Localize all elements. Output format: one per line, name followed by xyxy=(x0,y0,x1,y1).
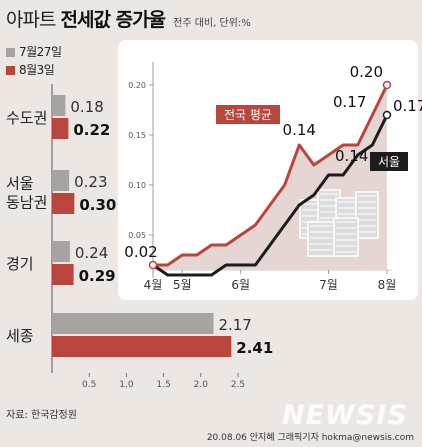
category-label-3-0: 세종 xyxy=(6,327,34,345)
legend-label-aug3: 8월3일 xyxy=(19,63,55,77)
title-light: 아파트 xyxy=(6,9,56,31)
bar-jul27-2 xyxy=(52,241,70,262)
legend-swatch-grey xyxy=(6,48,15,57)
bar-value-label-aug3-3: 2.41 xyxy=(236,339,273,357)
legend-label-jul27: 7월27일 xyxy=(19,45,62,59)
credit-line: 20.08.06 안지혜 그래픽기자 hokma@newsis.com xyxy=(206,433,414,443)
watermark-logo: NEWSIS xyxy=(282,400,408,431)
apartment-building-icon-5 xyxy=(333,217,359,257)
series-tag-national-label: 전국 평균 xyxy=(224,108,272,122)
line-y-tick-label-2: 0.15 xyxy=(128,131,146,140)
unit-note: 전주 대비, 단위:% xyxy=(173,18,251,29)
bar-aug3-0 xyxy=(52,118,69,139)
bar-value-label-jul27-1: 0.23 xyxy=(74,173,107,191)
category-label-2-0: 경기 xyxy=(6,255,34,273)
line-x-tick-label-0: 4월 xyxy=(144,278,163,292)
line-y-tick-label-3: 0.20 xyxy=(128,81,146,90)
bar-value-label-jul27-0: 0.18 xyxy=(70,98,103,116)
series-line-national xyxy=(153,84,389,267)
marker-national-end xyxy=(382,80,392,90)
value-annotation-5: 0.17 xyxy=(393,97,422,115)
marker-national-start xyxy=(148,260,158,270)
legend-item-jul27: 7월27일 xyxy=(6,43,62,60)
bar-x-tick-label-4: 2.5 xyxy=(231,380,245,390)
series-tag-seoul-label: 서울 xyxy=(378,155,400,169)
bar-aug3-1 xyxy=(52,193,75,214)
source-note: 자료: 한국감정원 xyxy=(6,410,77,421)
value-annotation-4: 0.14 xyxy=(335,147,368,165)
line-y-tick-label-0: 0.05 xyxy=(128,231,146,240)
bar-value-label-jul27-3: 2.17 xyxy=(218,316,251,334)
marker-seoul-end xyxy=(382,110,392,120)
category-label-1-1: 동남권 xyxy=(6,194,47,212)
bar-value-label-aug3-2: 0.29 xyxy=(79,267,116,285)
series-tag-national xyxy=(216,105,280,124)
apartment-building-icon-3 xyxy=(355,191,379,239)
line-x-tick-label-2: 6월 xyxy=(231,278,250,292)
apartment-building-icon-4 xyxy=(307,221,335,257)
category-label-1-0: 서울 xyxy=(6,175,34,193)
line-x-tick-label-3: 7월 xyxy=(319,278,338,292)
bar-value-label-jul27-2: 0.24 xyxy=(75,244,108,262)
bar-aug3-2 xyxy=(52,264,74,285)
bar-aug3-3 xyxy=(52,336,232,357)
line-y-tick-label-1: 0.10 xyxy=(128,181,146,190)
category-label-0-0: 수도권 xyxy=(6,109,47,127)
chart-title: 아파트 전세값 증가율 전주 대비, 단위:% xyxy=(6,5,251,32)
bar-jul27-3 xyxy=(52,313,214,334)
line-x-tick-label-4: 8월 xyxy=(378,278,397,292)
value-annotation-0: 0.02 xyxy=(124,243,157,261)
title-bold: 전세값 증가율 xyxy=(60,9,166,31)
value-annotation-3: 0.17 xyxy=(333,93,366,111)
series-line-seoul xyxy=(152,114,389,277)
value-annotation-2: 0.20 xyxy=(350,63,383,81)
bar-x-tick-label-3: 2.0 xyxy=(194,380,209,390)
line-x-tick-label-1: 5월 xyxy=(173,278,192,292)
series-tag-seoul xyxy=(370,152,408,171)
value-annotation-1: 0.14 xyxy=(283,121,316,139)
legend-swatch-red xyxy=(6,66,15,75)
bar-jul27-0 xyxy=(52,95,66,116)
bar-x-tick-label-0: 0.5 xyxy=(82,380,96,390)
bar-x-tick-label-2: 1.5 xyxy=(156,380,170,390)
bar-value-label-aug3-0: 0.22 xyxy=(73,121,110,139)
legend-item-aug3: 8월3일 xyxy=(6,61,55,78)
bar-x-tick-label-1: 1.0 xyxy=(119,380,134,390)
bar-jul27-1 xyxy=(52,170,70,191)
bar-value-label-aug3-1: 0.30 xyxy=(79,196,116,214)
